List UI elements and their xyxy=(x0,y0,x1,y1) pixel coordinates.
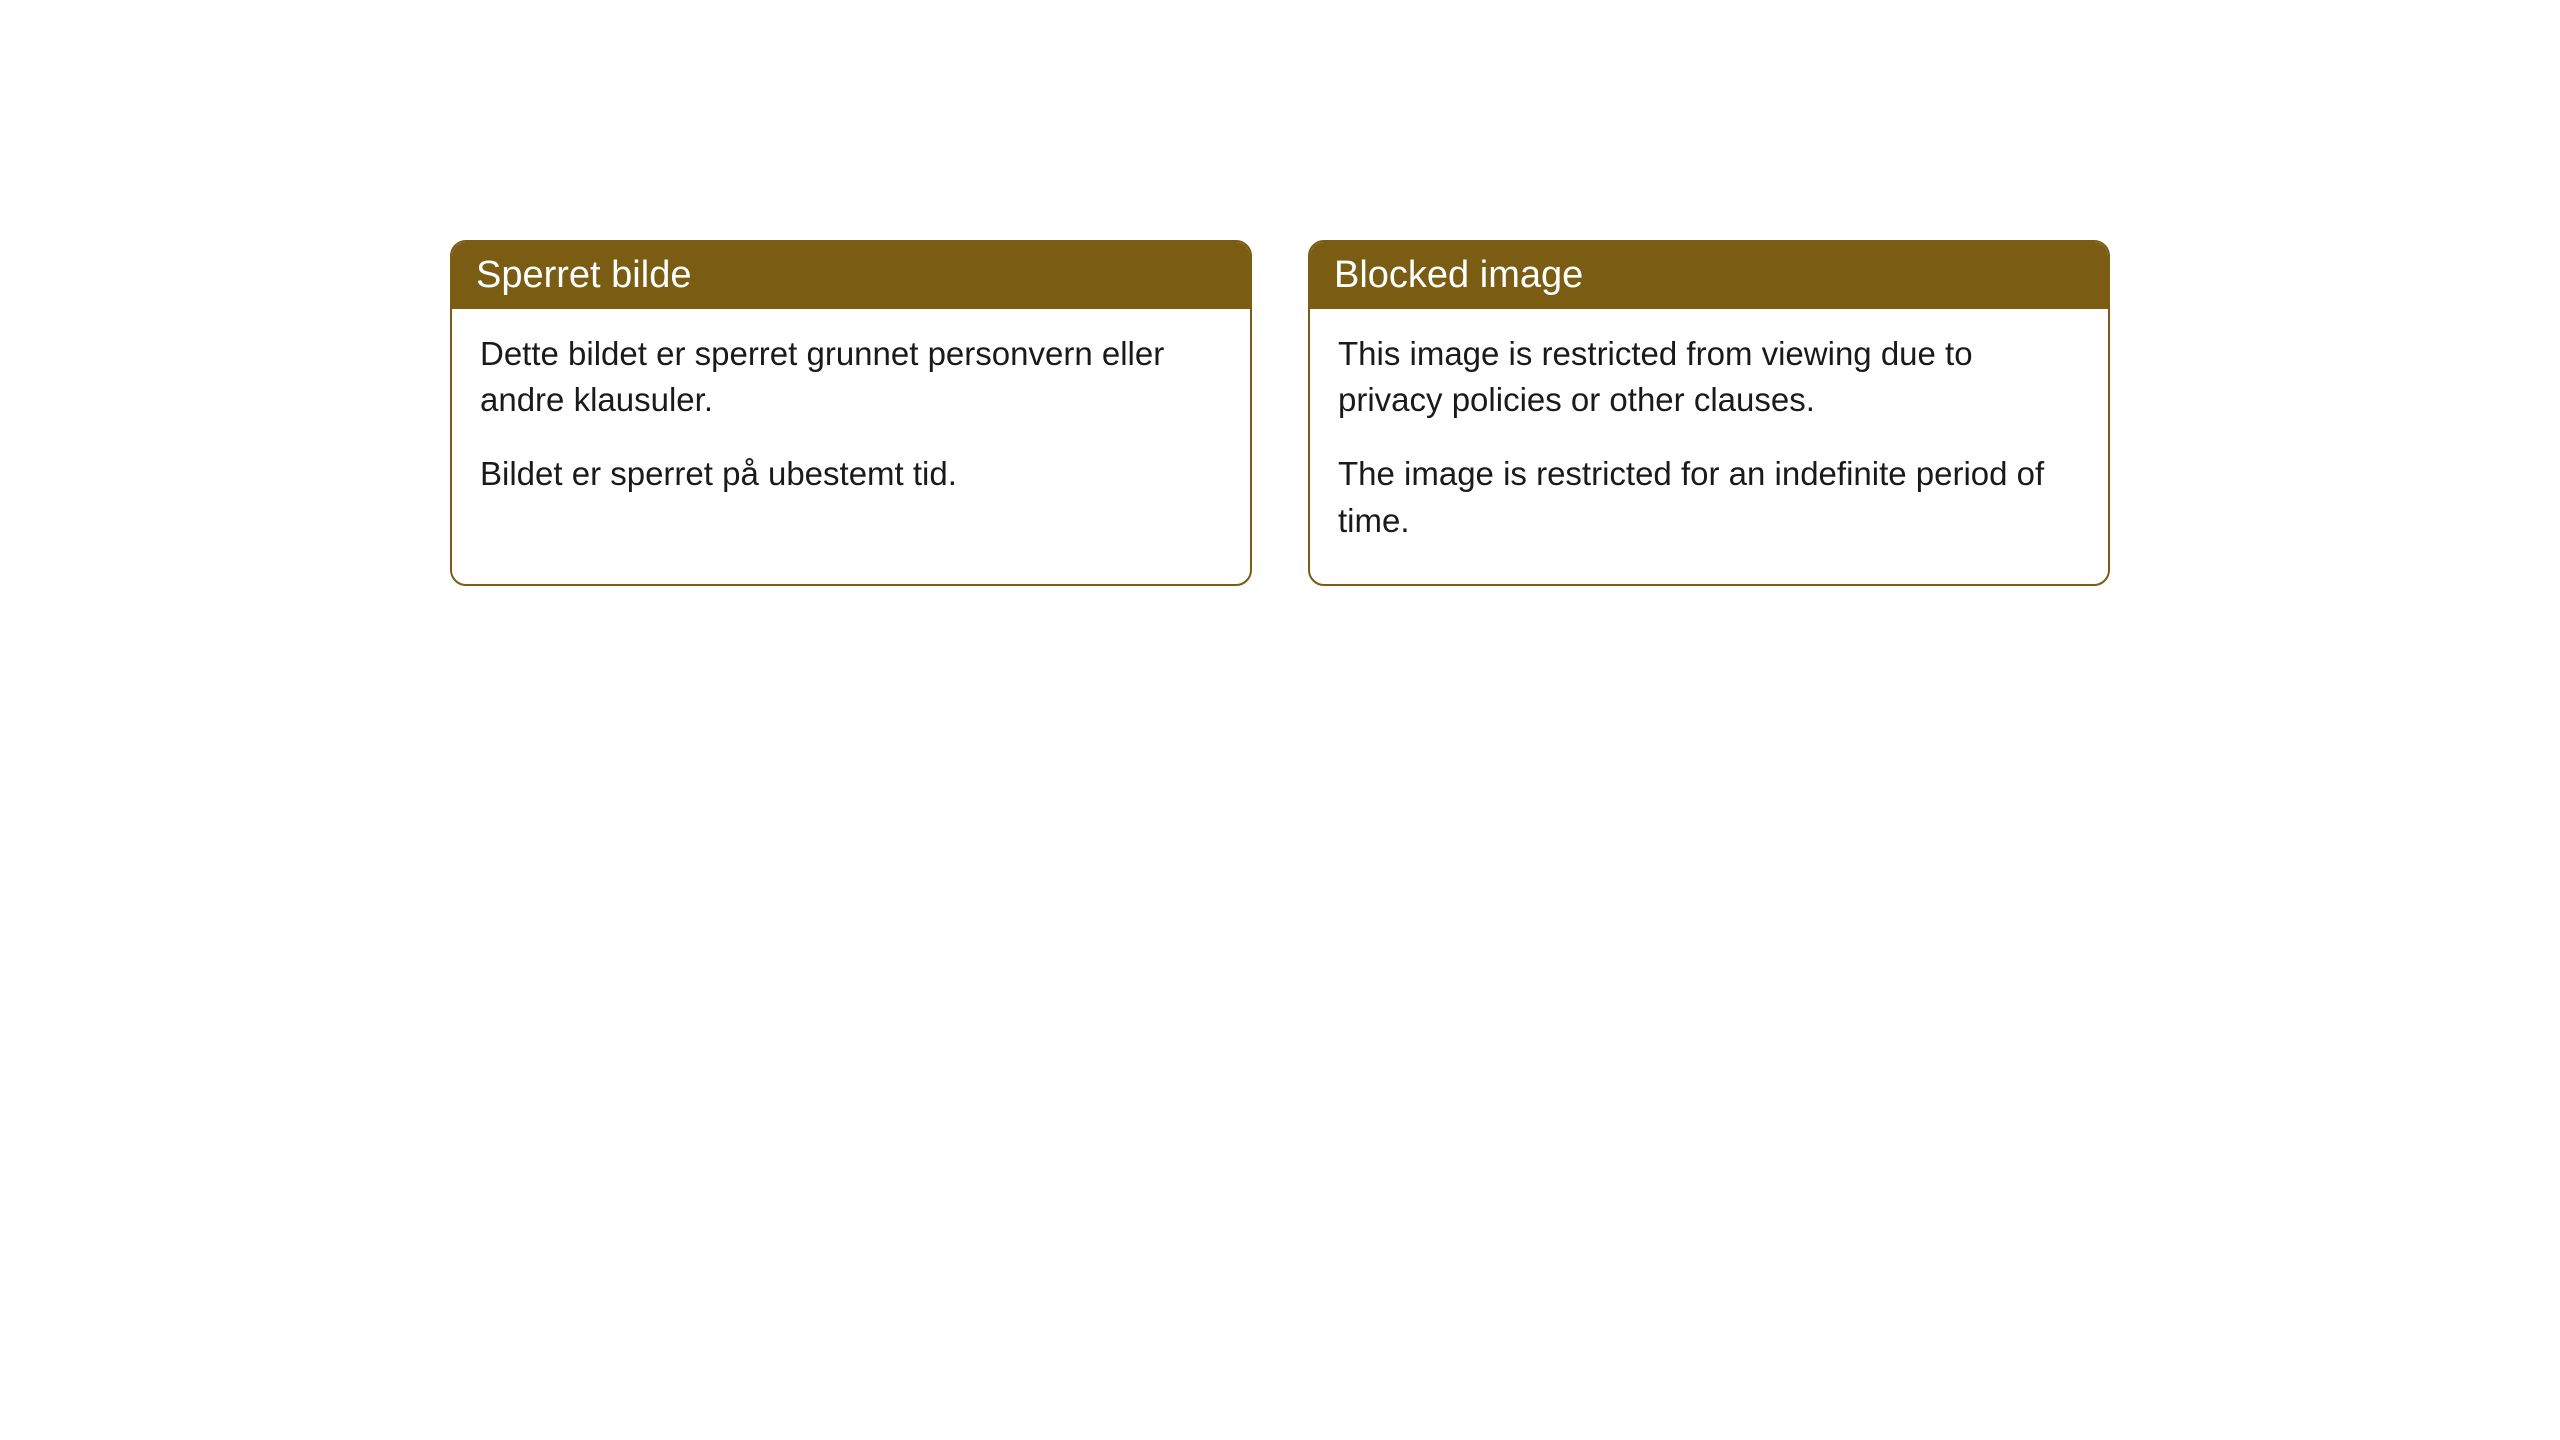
notice-card-english: Blocked image This image is restricted f… xyxy=(1308,240,2110,586)
card-header-norwegian: Sperret bilde xyxy=(452,242,1250,309)
notice-cards-container: Sperret bilde Dette bildet er sperret gr… xyxy=(450,240,2110,586)
card-paragraph-english-2: The image is restricted for an indefinit… xyxy=(1338,451,2080,543)
card-title-english: Blocked image xyxy=(1334,254,1583,296)
card-header-english: Blocked image xyxy=(1310,242,2108,309)
notice-card-norwegian: Sperret bilde Dette bildet er sperret gr… xyxy=(450,240,1252,586)
card-paragraph-english-1: This image is restricted from viewing du… xyxy=(1338,331,2080,423)
card-body-norwegian: Dette bildet er sperret grunnet personve… xyxy=(452,309,1250,538)
card-paragraph-norwegian-2: Bildet er sperret på ubestemt tid. xyxy=(480,451,1222,497)
card-body-english: This image is restricted from viewing du… xyxy=(1310,309,2108,584)
card-title-norwegian: Sperret bilde xyxy=(476,254,691,296)
card-paragraph-norwegian-1: Dette bildet er sperret grunnet personve… xyxy=(480,331,1222,423)
